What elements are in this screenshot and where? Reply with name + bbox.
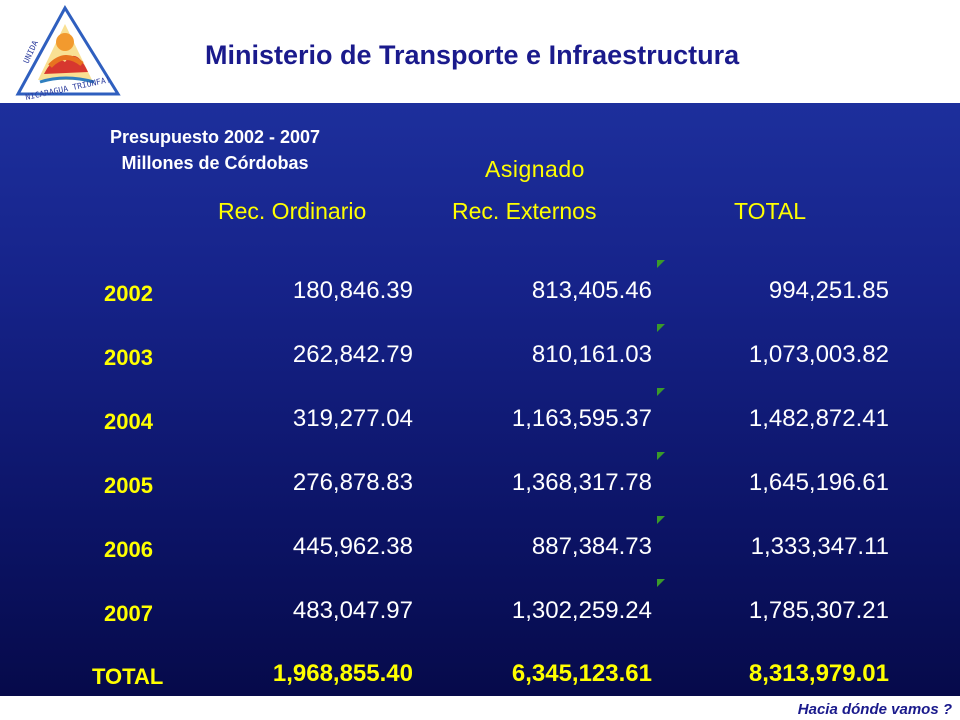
table-total-row: TOTAL 1,968,855.40 6,345,123.61 8,313,97…	[0, 658, 960, 698]
comment-marker-icon[interactable]	[657, 452, 665, 460]
table-row: 2007 483,047.97 1,302,259.24 1,785,307.2…	[0, 595, 960, 635]
comment-marker-icon[interactable]	[657, 579, 665, 587]
subtitle-line-1: Presupuesto 2002 - 2007	[109, 127, 321, 147]
cell-ordinario: 319,277.04	[292, 405, 413, 432]
cell-ordinario: 262,842.79	[292, 341, 413, 368]
row-year: 2005	[104, 473, 153, 498]
table-row: 2003 262,842.79 810,161.03 1,073,003.82	[0, 339, 960, 379]
table-row: 2002 180,846.39 813,405.46 994,251.85	[0, 275, 960, 315]
row-year: 2004	[104, 409, 153, 434]
comment-marker-icon[interactable]	[657, 388, 665, 396]
comment-marker-icon[interactable]	[657, 324, 665, 332]
row-year: 2003	[104, 345, 153, 370]
footer-tagline: Hacia dónde vamos ?	[797, 701, 952, 718]
cell-grand-total: 8,313,979.01	[748, 660, 889, 687]
comment-marker-icon[interactable]	[657, 516, 665, 524]
cell-externos: 1,163,595.37	[511, 405, 652, 432]
comment-marker-icon[interactable]	[657, 260, 665, 268]
table-subtitle: Presupuesto 2002 - 2007 Millones de Córd…	[60, 124, 370, 176]
cell-ordinario-total: 1,968,855.40	[272, 660, 413, 687]
cell-total: 1,333,347.11	[750, 533, 889, 560]
nicaragua-triangle-emblem-icon: UNIDA NICARAGUA TRIUNFA!	[15, 5, 121, 102]
cell-ordinario: 483,047.97	[292, 597, 413, 624]
table-row: 2005 276,878.83 1,368,317.78 1,645,196.6…	[0, 467, 960, 507]
cell-total: 994,251.85	[768, 277, 889, 304]
cell-total: 1,073,003.82	[748, 341, 889, 368]
cell-externos: 1,302,259.24	[511, 597, 652, 624]
row-year: 2006	[104, 537, 153, 562]
row-year: 2007	[104, 601, 153, 626]
table-row: 2004 319,277.04 1,163,595.37 1,482,872.4…	[0, 403, 960, 443]
column-header-externos: Rec. Externos	[452, 198, 597, 224]
content-panel	[0, 103, 960, 696]
cell-ordinario: 276,878.83	[292, 469, 413, 496]
subtitle-line-2: Millones de Córdobas	[121, 153, 309, 173]
column-header-ordinario: Rec. Ordinario	[218, 198, 367, 224]
page-title: Ministerio de Transporte e Infraestructu…	[205, 40, 740, 70]
cell-total: 1,645,196.61	[748, 469, 889, 496]
column-group-header: Asignado	[485, 156, 585, 182]
cell-externos-total: 6,345,123.61	[511, 660, 652, 687]
cell-externos: 810,161.03	[531, 341, 652, 368]
cell-externos: 887,384.73	[531, 533, 652, 560]
row-year: 2002	[104, 281, 153, 306]
slide-header: UNIDA NICARAGUA TRIUNFA! Ministerio de T…	[0, 0, 960, 103]
cell-total: 1,482,872.41	[748, 405, 889, 432]
cell-ordinario: 180,846.39	[292, 277, 413, 304]
column-header-total: TOTAL	[734, 198, 806, 224]
cell-externos: 813,405.46	[531, 277, 652, 304]
cell-ordinario: 445,962.38	[292, 533, 413, 560]
cell-total: 1,785,307.21	[748, 597, 889, 624]
cell-externos: 1,368,317.78	[511, 469, 652, 496]
total-row-label: TOTAL	[92, 664, 164, 689]
table-row: 2006 445,962.38 887,384.73 1,333,347.11	[0, 531, 960, 571]
